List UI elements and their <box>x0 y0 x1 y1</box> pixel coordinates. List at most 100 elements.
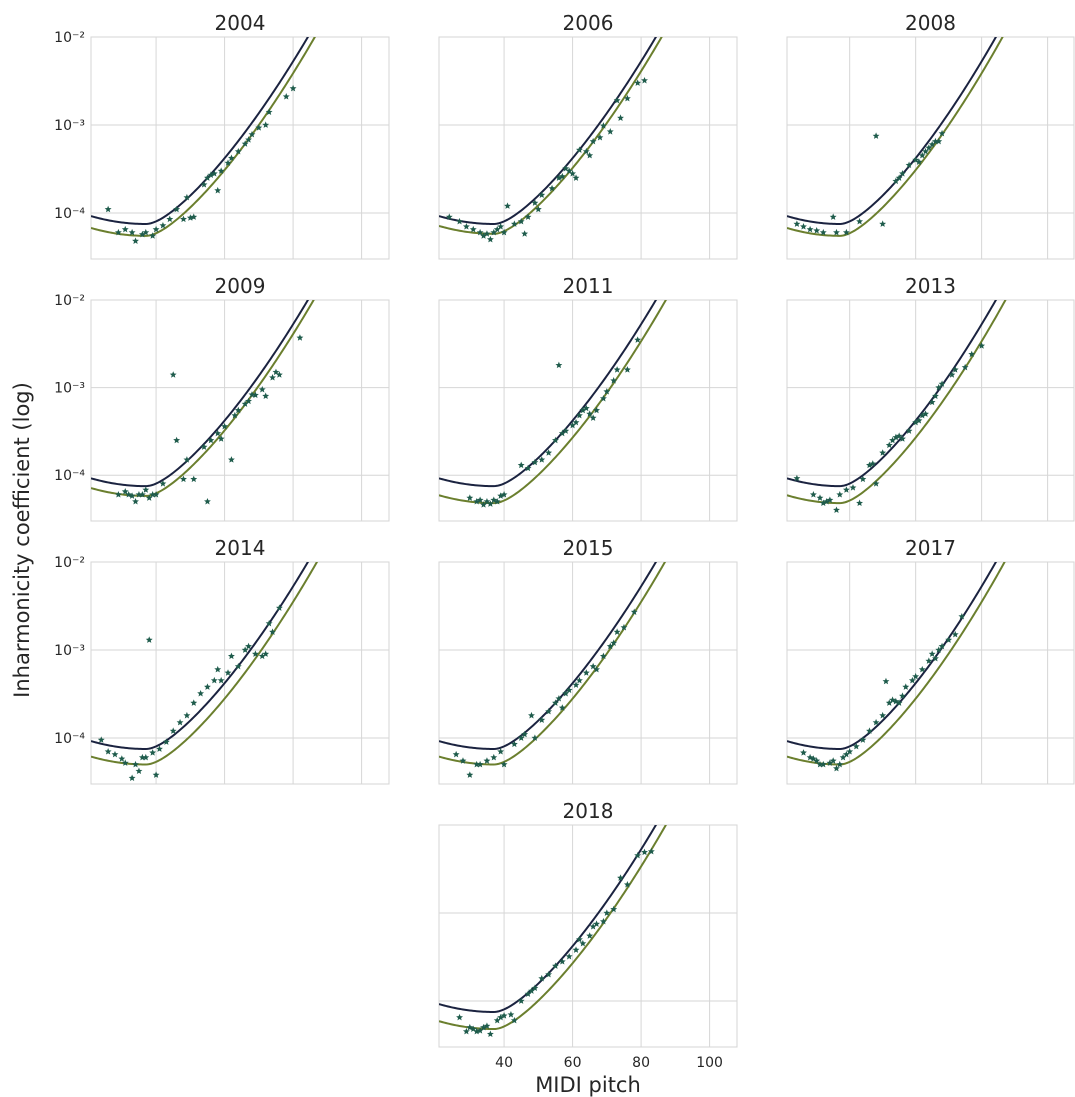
data-point <box>613 96 621 104</box>
data-point <box>197 689 205 697</box>
reference-curve <box>91 37 310 225</box>
data-point <box>856 217 863 225</box>
data-point <box>895 432 903 439</box>
data-point <box>565 686 573 694</box>
data-point <box>480 501 487 508</box>
data-point <box>582 404 590 412</box>
reference-curve <box>91 562 310 750</box>
data-point <box>842 486 850 493</box>
data-point <box>899 435 906 442</box>
data-point <box>895 174 903 181</box>
data-point <box>483 230 491 237</box>
data-point <box>118 755 126 762</box>
fit-curve <box>91 300 315 497</box>
data-point <box>258 652 266 660</box>
data-point <box>145 494 153 501</box>
data-point <box>641 848 648 856</box>
data-point <box>269 374 276 381</box>
data-point <box>510 1016 518 1024</box>
data-point <box>145 636 153 643</box>
data-point <box>928 650 936 657</box>
reference-curve <box>787 562 998 750</box>
data-point <box>121 225 129 233</box>
data-point <box>846 748 854 755</box>
y-tick-label: 10⁻³ <box>54 118 85 134</box>
data-point <box>486 1030 494 1038</box>
data-point <box>469 1025 477 1032</box>
data-point <box>623 366 631 373</box>
data-point <box>500 491 508 498</box>
plot-area <box>90 36 390 260</box>
data-point <box>582 147 590 155</box>
reference-curve <box>439 825 658 1013</box>
data-point <box>251 650 259 657</box>
data-point <box>524 213 532 220</box>
data-point <box>899 170 906 177</box>
data-point <box>538 716 546 723</box>
data-point <box>531 458 539 466</box>
data-point <box>826 759 834 766</box>
data-point <box>466 771 474 778</box>
data-point <box>938 642 946 650</box>
data-point <box>889 436 896 444</box>
data-point <box>922 410 929 417</box>
data-point <box>162 738 170 745</box>
data-point <box>231 411 239 419</box>
data-point <box>142 228 150 236</box>
data-point <box>872 718 880 726</box>
data-point <box>572 174 580 181</box>
panel-title: 2009 <box>215 274 266 298</box>
data-point <box>617 114 624 121</box>
x-tick-label: 80 <box>632 1055 650 1071</box>
reference-curve <box>439 562 658 750</box>
data-point <box>623 881 631 888</box>
data-point <box>500 1012 508 1019</box>
data-point <box>836 760 844 768</box>
data-point <box>558 429 566 437</box>
data-point <box>576 676 583 684</box>
data-point <box>895 699 903 706</box>
plot-content <box>787 300 1007 513</box>
data-point <box>538 974 546 982</box>
plot-content <box>91 562 319 782</box>
data-point <box>935 137 943 145</box>
data-point <box>480 232 487 239</box>
data-point <box>217 167 225 174</box>
data-point <box>504 202 511 209</box>
data-point <box>524 464 532 472</box>
data-point <box>958 612 966 620</box>
data-point <box>538 191 546 198</box>
data-point <box>558 704 566 711</box>
data-point <box>859 736 867 743</box>
data-point <box>180 475 187 483</box>
data-point <box>849 484 857 491</box>
panel-title: 2008 <box>905 11 956 35</box>
data-point <box>928 398 936 406</box>
data-point <box>466 494 474 501</box>
data-point <box>819 228 827 236</box>
y-tick-label: 10⁻⁴ <box>54 731 85 747</box>
data-point <box>634 336 642 343</box>
data-point <box>599 917 607 925</box>
data-point <box>490 228 498 236</box>
data-point <box>800 749 807 756</box>
data-point <box>935 384 943 391</box>
data-point <box>445 213 453 220</box>
data-point <box>528 987 535 994</box>
data-point <box>234 662 242 670</box>
data-point <box>552 962 559 969</box>
data-point <box>121 759 129 766</box>
data-point <box>493 1016 501 1024</box>
data-point <box>826 496 834 503</box>
data-point <box>241 646 249 653</box>
data-point <box>156 745 163 752</box>
data-point <box>500 760 508 768</box>
data-point <box>173 436 181 444</box>
data-point <box>606 642 614 650</box>
data-point <box>200 443 208 450</box>
data-point <box>552 699 559 706</box>
data-point <box>833 506 840 513</box>
data-point <box>272 368 280 376</box>
data-point <box>816 494 824 501</box>
